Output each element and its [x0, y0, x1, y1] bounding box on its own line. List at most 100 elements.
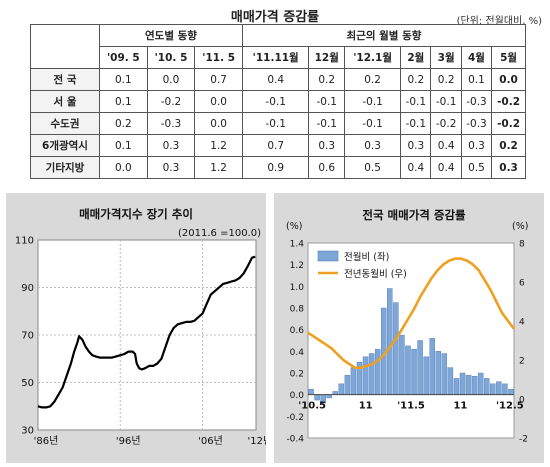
table-cell: 0.2: [344, 68, 402, 91]
row-header: 서 울: [30, 90, 100, 113]
y-right-tick-label: 8: [519, 240, 525, 250]
bar-month-change: [350, 367, 357, 395]
y-tick-label: 70: [21, 331, 34, 342]
table-cell: -0.2: [430, 112, 462, 135]
chart-title: 매매가격지수 장기 추이: [79, 207, 193, 221]
table-cell: -0.1: [308, 112, 346, 135]
bar-month-change: [429, 338, 435, 395]
y-left-tick-label: 1.2: [290, 261, 304, 271]
table-cell: -0.1: [400, 112, 432, 135]
x-tick-label: '06년: [198, 435, 223, 447]
x-tick-label: '12년: [248, 435, 266, 447]
bar-month-change: [387, 288, 393, 395]
table-cell: 0.3: [344, 134, 402, 157]
table-cell: 0.1: [99, 68, 148, 91]
chart-title: 전국 매매가격 증감률: [362, 208, 466, 222]
legend-label: 전년동월비 (우): [344, 268, 407, 280]
table-cell: 0.4: [430, 156, 462, 179]
column-header: 4월: [460, 46, 493, 69]
y-left-tick-label: 1.0: [290, 283, 305, 293]
legend-label: 전월비 (좌): [344, 251, 389, 263]
bar-month-change: [405, 345, 411, 395]
group-header-yearly: 연도별 동향: [99, 24, 243, 47]
row-header: 수도권: [30, 112, 100, 135]
legend-swatch-bar: [317, 250, 339, 262]
table-cell: -0.1: [241, 112, 310, 135]
table-cell: -0.3: [460, 90, 493, 113]
y-tick-label: 30: [21, 426, 34, 437]
x-tick-label: '11.5: [397, 401, 425, 412]
table-cell: -0.2: [491, 112, 526, 135]
x-tick-label: 11: [453, 401, 467, 412]
column-header: 2월: [400, 46, 432, 69]
bar-month-change: [399, 334, 405, 395]
yoy-series-line: [307, 257, 516, 370]
table-cell: 0.5: [460, 156, 493, 179]
x-tick-label: '10.5: [298, 401, 326, 412]
table-row: 서 울 0.1 -0.2 0.0 -0.1 -0.1 -0.1 -0.1 -0.1 -0.3 -0.…: [30, 90, 526, 113]
row-header: 6개광역시: [30, 134, 100, 157]
table-cell: 0.3: [308, 134, 346, 157]
y-right-tick-label: 0: [519, 396, 525, 406]
y-left-tick-label: -0.2: [286, 413, 304, 423]
table-cell: -0.3: [146, 112, 196, 135]
table-body: 전 국 0.1 0.0 0.7 0.4 0.2 0.2 0.2 0.2 0.1 0.0 서 울 0.1-…: [30, 68, 526, 179]
bar-month-change: [484, 378, 490, 395]
column-header: 12월: [308, 46, 346, 69]
table-cell: 0.5: [344, 156, 402, 179]
table-cell: 0.3: [400, 134, 432, 157]
table-cell: -0.3: [460, 112, 493, 135]
table-cell: 0.3: [491, 156, 526, 179]
row-header: 전 국: [30, 68, 100, 91]
bar-month-change: [490, 383, 496, 395]
table-title: 매매가격 증감률: [230, 10, 320, 25]
table-cell: 1.2: [194, 156, 243, 179]
table-cell: -0.1: [344, 112, 402, 135]
table-row: 기타지방 0.0 0.3 1.2 0.9 0.6 0.5 0.4 0.4 0.5 0.3: [30, 156, 526, 179]
bar-month-change: [368, 353, 375, 395]
bar-month-change: [393, 302, 399, 395]
table-cell: 0.4: [430, 134, 462, 157]
bar-month-change: [453, 378, 460, 395]
long-term-index-chart: 매매가격지수 장기 추이 (2011.6 =100.0) 30 50 70 90 110 '8…: [15, 207, 266, 447]
y-right-tick-label: 2: [519, 357, 525, 367]
corner-cell: [30, 24, 100, 69]
table-cell: -0.2: [146, 90, 196, 113]
bar-month-change: [459, 372, 466, 395]
table-cell: 1.2: [194, 134, 243, 157]
bar-month-change: [447, 367, 454, 395]
national-change-chart: 전국 매매가격 증감률 (%) (%) -0.4 -0.2 0.0 0.2 0.4 0.6 0.8…: [286, 208, 528, 445]
bar-month-change: [344, 374, 351, 395]
x-tick-label: '86년: [34, 435, 59, 447]
table-row: 전 국 0.1 0.0 0.7 0.4 0.2 0.2 0.2 0.2 0.1 0.0: [30, 68, 526, 91]
y-tick-label: 90: [21, 283, 34, 294]
table-cell: 0.0: [194, 90, 243, 113]
national-change-panel: 전국 매매가격 증감률 (%) (%) -0.4 -0.2 0.0 0.2 0.4 0.6 0.8…: [274, 193, 544, 463]
table-cell: 0.1: [99, 134, 148, 157]
table-cell: -0.1: [400, 90, 432, 113]
table-cell: -0.1: [430, 90, 462, 113]
table-cell: 0.1: [99, 90, 148, 113]
table-cell: 0.3: [146, 156, 196, 179]
y-left-tick-label: 0.0: [290, 391, 305, 401]
table-cell: 0.7: [241, 134, 310, 157]
y-right-tick-label: 6: [519, 279, 525, 289]
y-left-unit: (%): [286, 221, 302, 232]
bar-month-change: [508, 389, 514, 395]
bar-month-change: [308, 389, 314, 395]
bar-month-change: [465, 374, 472, 395]
table-row: 6개광역시 0.1 0.3 1.2 0.7 0.3 0.3 0.3 0.4 0.3 0.2: [30, 134, 526, 157]
table-cell: 0.7: [194, 68, 243, 91]
bar-month-change: [411, 348, 417, 395]
bar-month-change: [374, 348, 381, 395]
y-right-tick-label: -2: [519, 435, 528, 445]
y-right-unit: (%): [512, 221, 528, 232]
chart-subtitle: (2011.6 =100.0): [178, 228, 261, 239]
table-cell: -0.1: [308, 90, 346, 113]
y-left-tick-label: 1.4: [290, 240, 305, 250]
bar-month-change: [471, 376, 478, 395]
table-cell: 0.2: [430, 68, 462, 91]
y-tick-label: 50: [21, 378, 34, 389]
table-row: 수도권 0.2 -0.3 0.0 -0.1 -0.1 -0.1 -0.1 -0.2 -0.3 -0.…: [30, 112, 526, 135]
y-tick-label: 110: [15, 236, 34, 247]
